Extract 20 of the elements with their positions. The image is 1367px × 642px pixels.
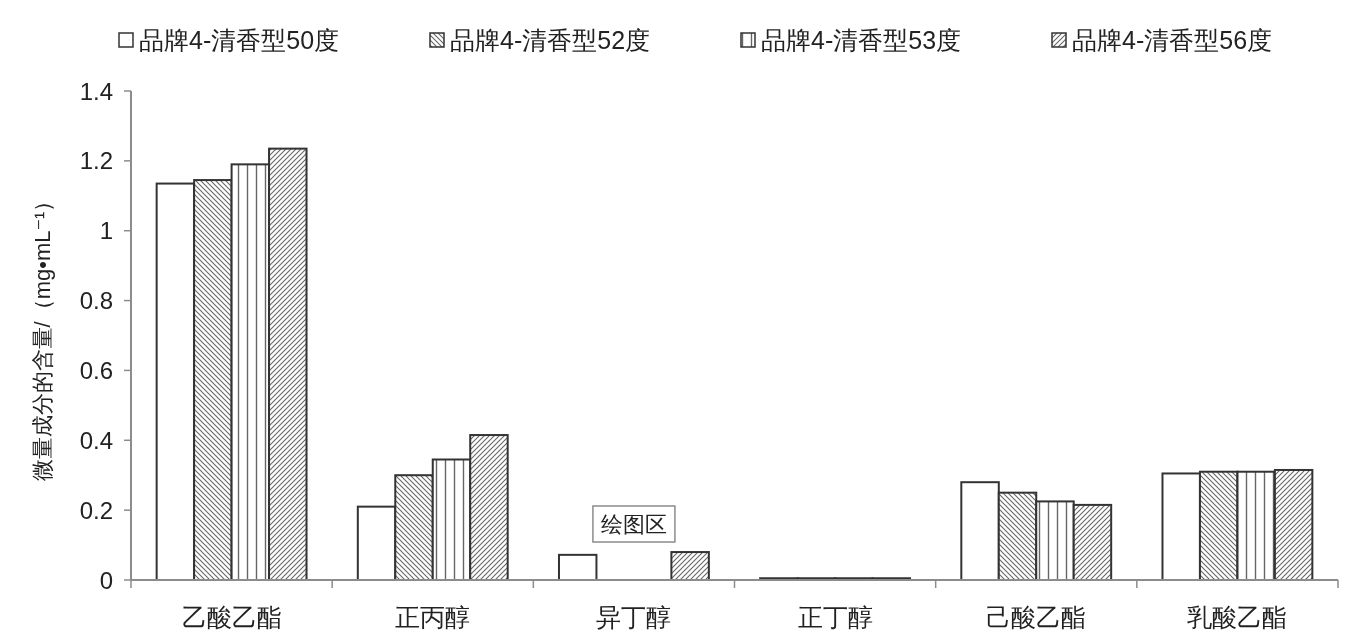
legend-label: 品牌4-清香型50度 — [139, 26, 340, 54]
xtick: 乙酸乙酯 — [181, 603, 282, 631]
xtick: 正丁醇 — [797, 603, 873, 631]
legend-label: 品牌4-清香型52度 — [450, 26, 651, 54]
ytick: 0.2 — [79, 496, 113, 524]
xtick: 异丁醇 — [596, 603, 672, 631]
ytick: 0 — [99, 566, 113, 594]
ytick: 0.4 — [79, 426, 113, 454]
legend-label: 品牌4-清香型56度 — [1072, 26, 1273, 54]
xtick: 乳酸乙酯 — [1187, 603, 1288, 631]
ytick: 1 — [99, 217, 113, 245]
ylabel: 微量成分的含量/（mg•mL⁻¹） — [29, 189, 55, 482]
ytick: 1.4 — [79, 77, 113, 105]
xtick: 正丙醇 — [395, 603, 471, 631]
xtick: 己酸乙酯 — [986, 603, 1087, 631]
ytick: 0.6 — [79, 356, 113, 384]
annotation-text: 绘图区 — [600, 511, 667, 537]
ytick: 0.8 — [79, 287, 113, 315]
ytick: 1.2 — [79, 147, 113, 175]
legend-label: 品牌4-清香型53度 — [761, 26, 962, 54]
